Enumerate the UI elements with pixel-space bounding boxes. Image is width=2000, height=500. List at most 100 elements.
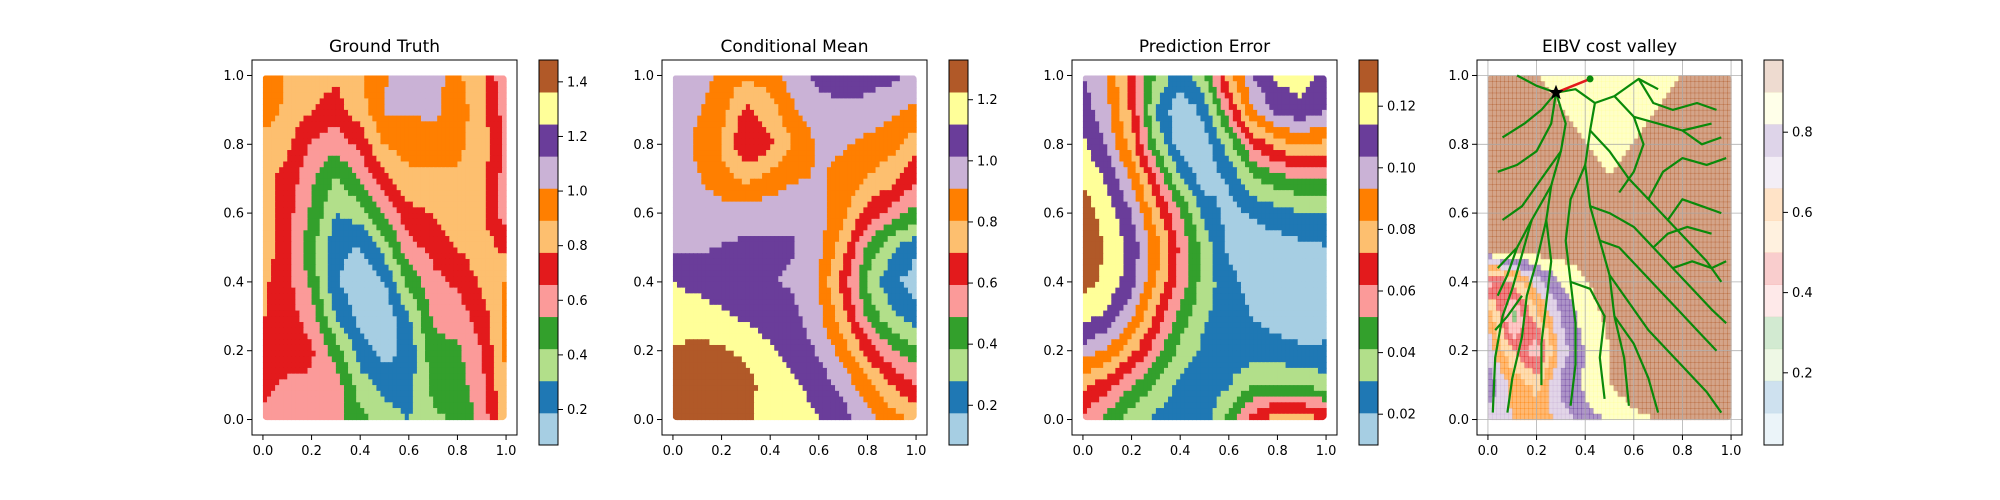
heatmap-cell xyxy=(465,379,471,386)
heatmap-cell xyxy=(843,161,848,168)
heatmap-cell xyxy=(826,132,832,140)
heatmap-cell xyxy=(420,86,426,94)
heatmap-cell xyxy=(262,270,268,277)
heatmap-cell xyxy=(871,178,877,186)
heatmap-cell xyxy=(441,367,446,375)
heatmap-cell xyxy=(420,104,426,111)
heatmap-cell xyxy=(449,230,454,237)
heatmap-cell xyxy=(356,385,361,392)
heatmap-cell xyxy=(388,379,394,386)
heatmap-cell xyxy=(287,253,292,260)
colorbar-tick-label: 0.2 xyxy=(567,403,588,418)
heatmap-cell xyxy=(266,201,272,208)
heatmap-cell xyxy=(368,236,373,243)
heatmap-cell xyxy=(283,241,288,249)
heatmap-cell xyxy=(907,127,913,134)
heatmap-cell xyxy=(303,104,309,111)
heatmap-cell xyxy=(400,121,406,128)
heatmap-cell xyxy=(485,201,491,208)
heatmap-cell xyxy=(291,81,296,88)
heatmap-cell xyxy=(400,207,406,214)
heatmap-cell xyxy=(331,144,337,151)
heatmap-cell xyxy=(291,276,296,283)
heatmap-cell xyxy=(867,184,873,191)
heatmap-cell xyxy=(461,316,467,323)
heatmap-cell xyxy=(465,385,471,392)
heatmap-cell xyxy=(364,115,369,122)
heatmap-cell xyxy=(871,115,877,122)
heatmap-cell xyxy=(453,178,459,186)
heatmap-cell xyxy=(331,81,337,88)
heatmap-cell xyxy=(855,104,860,111)
heatmap-cell xyxy=(481,190,487,197)
heatmap-cell xyxy=(339,86,345,94)
heatmap-cell xyxy=(449,367,454,375)
heatmap-cell xyxy=(388,402,394,409)
heatmap-cell xyxy=(774,98,779,105)
heatmap-cell xyxy=(737,127,743,134)
heatmap-cell xyxy=(875,155,881,163)
heatmap-cell xyxy=(839,127,844,134)
heatmap-cell xyxy=(453,281,459,289)
heatmap-cell xyxy=(749,155,755,163)
heatmap-cell xyxy=(291,127,296,134)
heatmap-cell xyxy=(725,98,731,105)
heatmap-cell xyxy=(875,86,881,94)
heatmap-cell xyxy=(275,127,280,134)
heatmap-cell xyxy=(481,75,487,82)
heatmap-cell xyxy=(416,172,422,180)
heatmap-cell xyxy=(279,344,284,352)
heatmap-cell xyxy=(339,98,345,105)
heatmap-cell xyxy=(327,293,333,300)
heatmap-cell xyxy=(319,104,325,111)
heatmap-cell xyxy=(794,155,800,163)
heatmap-cell xyxy=(469,373,475,380)
heatmap-cell xyxy=(307,167,313,174)
heatmap-cell xyxy=(319,253,325,260)
heatmap-cell xyxy=(826,81,832,88)
heatmap-cell xyxy=(372,132,377,140)
heatmap-cell xyxy=(855,167,860,174)
heatmap-cell xyxy=(420,396,426,403)
heatmap-cell xyxy=(847,132,852,140)
heatmap-cell xyxy=(489,367,495,375)
heatmap-cell xyxy=(749,132,755,140)
heatmap-cell xyxy=(311,172,317,180)
heatmap-cell xyxy=(441,92,446,100)
heatmap-cell xyxy=(770,109,775,117)
heatmap-cell xyxy=(867,92,873,100)
heatmap-cell xyxy=(912,172,917,180)
heatmap-cell xyxy=(867,86,873,94)
heatmap-cell xyxy=(453,385,459,392)
heatmap-cell xyxy=(493,253,499,260)
heatmap-cell xyxy=(826,190,832,197)
heatmap-cell xyxy=(307,127,313,134)
heatmap-cell xyxy=(380,390,386,398)
heatmap-cell xyxy=(283,362,288,369)
heatmap-cell xyxy=(412,178,418,186)
heatmap-cell xyxy=(689,161,694,168)
heatmap-cell xyxy=(826,195,832,203)
heatmap-cell xyxy=(453,207,459,214)
heatmap-cell xyxy=(762,109,767,117)
heatmap-cell xyxy=(810,138,816,145)
heatmap-cell xyxy=(364,127,369,134)
heatmap-cell xyxy=(485,385,491,392)
heatmap-cell xyxy=(323,333,329,340)
heatmap-cell xyxy=(299,207,305,214)
heatmap-cell xyxy=(502,167,507,174)
heatmap-cell xyxy=(400,333,406,340)
heatmap-cell xyxy=(291,224,296,231)
heatmap-cell xyxy=(693,138,698,145)
heatmap-cell xyxy=(376,402,382,409)
heatmap-cell xyxy=(449,310,454,317)
heatmap-cell xyxy=(441,299,446,306)
heatmap-cell xyxy=(396,167,402,174)
heatmap-cell xyxy=(477,144,483,151)
heatmap-cell xyxy=(311,230,317,237)
heatmap-cell xyxy=(295,385,301,392)
heatmap-cell xyxy=(794,132,800,140)
heatmap-cell xyxy=(697,121,702,128)
heatmap-cell xyxy=(729,92,735,100)
heatmap-cell xyxy=(782,172,787,180)
